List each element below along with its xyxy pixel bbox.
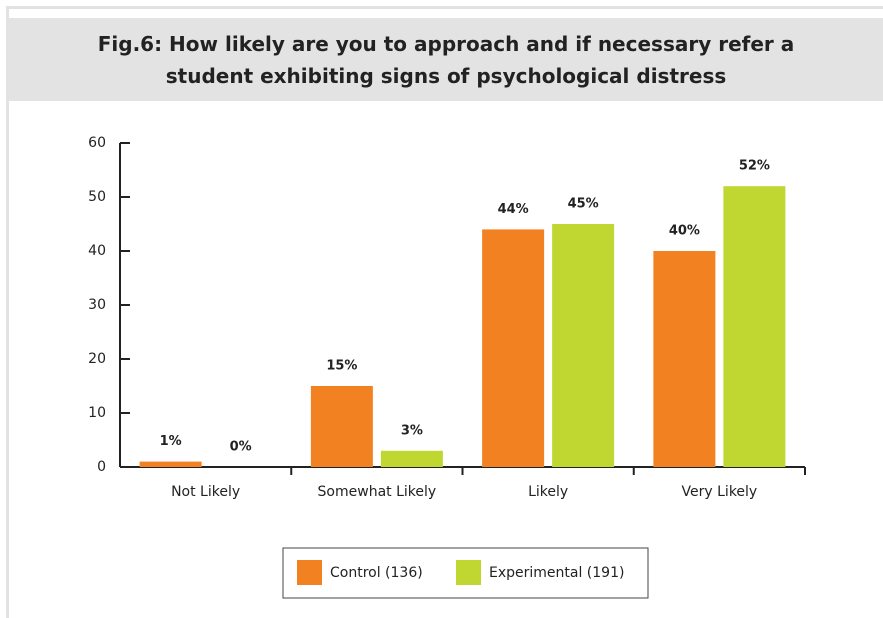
bar [139,461,202,467]
legend-swatch [297,560,322,585]
bar [723,186,786,467]
y-tick-label: 30 [88,297,106,313]
value-label: 40% [669,224,700,239]
value-label: 0% [230,440,252,455]
legend-label: Control (136) [330,565,423,581]
bar [380,450,443,467]
bar [482,229,545,467]
y-tick-label: 40 [88,243,106,259]
y-tick-label: 60 [88,135,106,151]
x-tick-label: Somewhat Likely [318,484,437,500]
value-label: 1% [160,434,182,449]
value-label: 44% [498,202,529,217]
y-tick-label: 0 [97,459,106,475]
frame [6,6,883,618]
bar [552,224,615,467]
value-label: 15% [326,359,357,374]
x-tick-label: Very Likely [682,484,758,500]
bar [310,386,373,467]
value-label: 3% [401,423,423,438]
legend-swatch [456,560,481,585]
bar [653,251,716,467]
chart-title: Fig.6: How likely are you to approach an… [97,31,795,88]
value-label: 45% [568,197,599,212]
value-label: 52% [739,159,770,174]
y-tick-label: 10 [88,405,106,421]
legend-box [282,547,649,599]
x-tick-label: Likely [528,484,568,500]
legend-label: Experimental (191) [489,565,624,581]
y-tick-label: 50 [88,189,106,205]
y-tick-label: 20 [88,351,106,367]
x-tick-label: Not Likely [171,484,240,500]
title-band: Fig.6: How likely are you to approach an… [9,18,883,101]
